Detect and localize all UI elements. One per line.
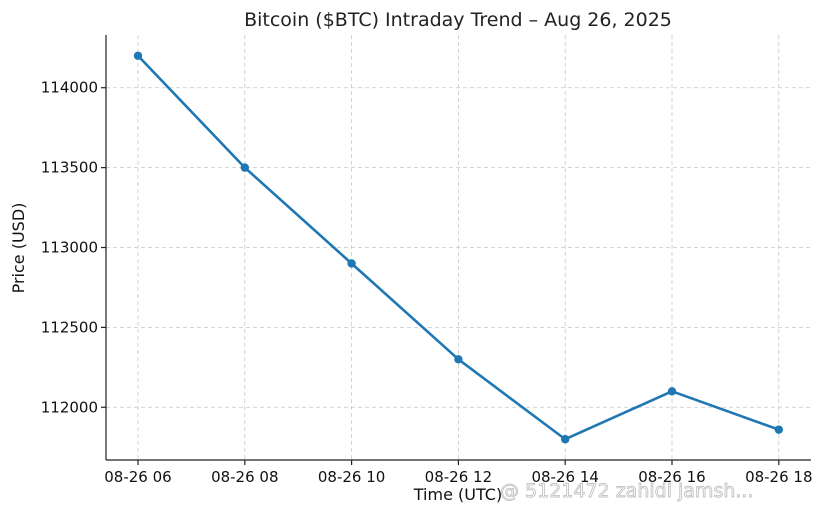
data-point [774,425,783,434]
watermark-text: @ 5121472 zahidi jamsh... [500,480,754,502]
data-point [347,259,356,268]
data-point [561,435,570,444]
data-point [240,163,249,172]
y-tick-label: 113000 [41,239,98,257]
x-tick-label: 08-26 16 [638,468,705,486]
watermark: @ 5121472 zahidi jamsh... [500,480,754,503]
data-point [454,355,463,364]
y-tick-label: 113500 [41,159,98,177]
x-tick-label: 08-26 12 [425,468,492,486]
grid [106,35,811,460]
series [133,51,783,444]
data-point [667,387,677,396]
y-tick-label: 114000 [41,79,98,97]
data-point [133,51,143,60]
x-axis-title: Time (UTC) [413,485,502,504]
x-tick-label: 08-26 10 [318,468,385,486]
x-tick-label: 08-26 14 [531,468,598,486]
chart-title: Bitcoin ($BTC) Intraday Trend – Aug 26, … [244,9,672,31]
y-axis-title: Price (USD) [9,203,28,294]
x-tick-label: 08-26 06 [104,468,171,486]
x-tick-label: 08-26 18 [745,468,812,486]
y-tick-label: 112500 [41,318,98,336]
x-tick-label: 08-26 08 [211,468,278,486]
y-tick-label: 112000 [41,398,98,416]
ticks: 112000 112500 113000 113500 114000 08-26 06 08… [41,79,813,486]
